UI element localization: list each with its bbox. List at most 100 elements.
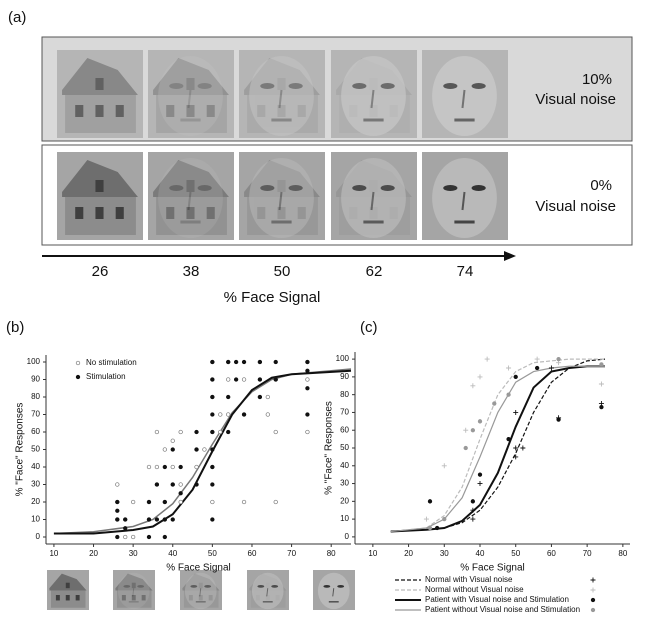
- eye: [380, 185, 395, 191]
- window: [186, 105, 195, 117]
- eye: [107, 185, 121, 191]
- nose: [187, 89, 192, 109]
- point: [115, 499, 120, 505]
- x-tick-label: 10: [49, 549, 58, 558]
- point: [590, 607, 596, 613]
- eye: [337, 585, 345, 588]
- legend-label: Patient without Visual noise and Stimula…: [425, 605, 580, 614]
- y-tick-label: 100: [27, 357, 41, 366]
- eye: [257, 585, 265, 588]
- legend-label: Normal with Visual noise: [425, 575, 513, 584]
- x-label: 38: [183, 263, 200, 280]
- point: [463, 445, 468, 451]
- point: [477, 481, 483, 487]
- y-tick-label: 80: [31, 392, 40, 401]
- y-tick-label: 30: [340, 479, 349, 488]
- x-tick-label: 40: [476, 549, 485, 558]
- point: [513, 409, 519, 415]
- house: [49, 573, 87, 608]
- point: [470, 428, 476, 433]
- point: [477, 374, 483, 380]
- noise: [239, 50, 325, 138]
- row-text: Visual noise: [535, 91, 616, 108]
- nose: [370, 89, 375, 109]
- point: [115, 482, 120, 487]
- face: [251, 572, 284, 610]
- point: [162, 517, 167, 522]
- point: [194, 482, 199, 487]
- point: [210, 359, 215, 365]
- point: [202, 447, 207, 452]
- window: [206, 207, 215, 219]
- fit-curve: [390, 365, 605, 533]
- face: [117, 572, 150, 610]
- eye: [78, 185, 92, 191]
- point: [210, 447, 215, 452]
- fit-curve: [390, 365, 605, 533]
- y-tick-label: 90: [31, 375, 40, 384]
- point: [210, 377, 215, 382]
- panel-label: (c): [360, 319, 378, 336]
- point: [305, 386, 310, 391]
- row-noise: 0%: [590, 177, 612, 194]
- roof: [62, 58, 138, 95]
- window: [121, 595, 126, 601]
- house: [115, 573, 153, 608]
- point: [146, 517, 152, 522]
- eye: [169, 185, 184, 191]
- x-tick-label: 50: [511, 549, 520, 558]
- point: [599, 362, 604, 367]
- morph-image: [313, 570, 355, 610]
- point: [115, 508, 120, 513]
- point: [305, 412, 310, 417]
- point: [265, 412, 270, 417]
- noise: [422, 50, 508, 138]
- point: [233, 359, 239, 365]
- point: [178, 482, 183, 487]
- morph-image: [57, 152, 143, 240]
- point: [123, 534, 128, 540]
- point: [218, 412, 223, 417]
- y-tick-label: 50: [340, 443, 349, 452]
- x-tick-label: 80: [327, 549, 336, 558]
- window: [131, 582, 136, 589]
- house: [153, 58, 229, 133]
- point: [257, 377, 263, 382]
- roof: [49, 573, 87, 591]
- eye: [443, 185, 458, 191]
- y-tick-label: 40: [31, 462, 40, 471]
- y-tick-label: 70: [340, 408, 349, 417]
- y-tick-label: 30: [31, 480, 40, 489]
- point: [265, 394, 270, 400]
- point: [434, 525, 440, 531]
- face: [341, 158, 406, 238]
- noise: [331, 50, 417, 138]
- eye: [190, 585, 198, 588]
- point: [590, 577, 596, 583]
- eye: [169, 83, 184, 89]
- point: [210, 464, 215, 470]
- point: [162, 464, 167, 470]
- fit-curve: [53, 368, 352, 535]
- x-tick-label: 60: [248, 549, 257, 558]
- eye: [197, 83, 212, 89]
- legend-label: Patient with Visual noise and Stimulatio…: [425, 595, 569, 604]
- roof: [62, 160, 138, 197]
- x-tick-label: 50: [208, 549, 217, 558]
- point: [162, 447, 167, 452]
- point: [305, 377, 310, 382]
- window: [75, 105, 84, 117]
- point: [427, 525, 433, 531]
- morph-image: [422, 50, 508, 138]
- window: [186, 78, 195, 90]
- point: [477, 472, 483, 477]
- point: [506, 392, 511, 397]
- window: [55, 595, 60, 601]
- point: [590, 597, 596, 603]
- x-tick-label: 30: [129, 549, 138, 558]
- nose: [266, 588, 269, 597]
- eye: [380, 83, 395, 89]
- face-shape: [117, 572, 150, 610]
- point: [178, 491, 183, 496]
